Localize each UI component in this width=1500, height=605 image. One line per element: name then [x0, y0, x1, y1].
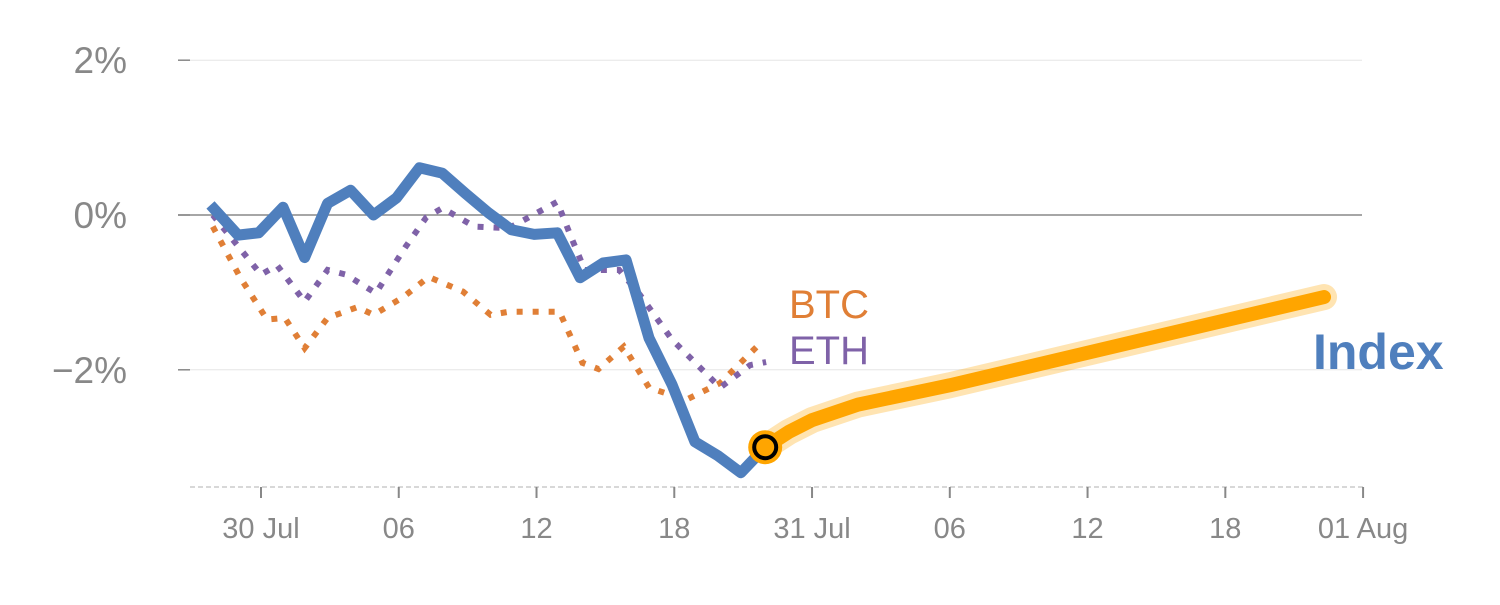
btc-label: BTC [789, 283, 869, 327]
x-tick-label: 12 [1071, 513, 1103, 545]
index-forecast-line [758, 290, 1332, 455]
x-axis: 30 Jul 06 12 18 31 Jul 06 12 18 01 Aug [190, 486, 1408, 545]
y-tick-label: 2% [74, 40, 127, 81]
x-tick-label: 06 [383, 513, 415, 545]
index-label: Index [1313, 324, 1444, 380]
x-tick-label: 18 [1209, 513, 1241, 545]
index-line [206, 162, 770, 479]
x-tick-label: 06 [934, 513, 966, 545]
x-tick-label: 01 Aug [1318, 513, 1408, 545]
btc-line [210, 225, 760, 404]
y-axis: 2% 0% −2% [52, 40, 190, 391]
y-tick-label: −2% [52, 350, 127, 391]
series-group [206, 162, 1338, 479]
eth-label: ETH [789, 329, 869, 373]
x-tick-label: 31 Jul [773, 513, 850, 545]
x-tick-label: 18 [658, 513, 690, 545]
x-tick-label: 30 Jul [222, 513, 299, 545]
current-point-marker [752, 434, 779, 461]
y-tick-label: 0% [74, 195, 127, 236]
x-tick-label: 12 [520, 513, 552, 545]
series-labels: BTC ETH Index [789, 283, 1444, 380]
